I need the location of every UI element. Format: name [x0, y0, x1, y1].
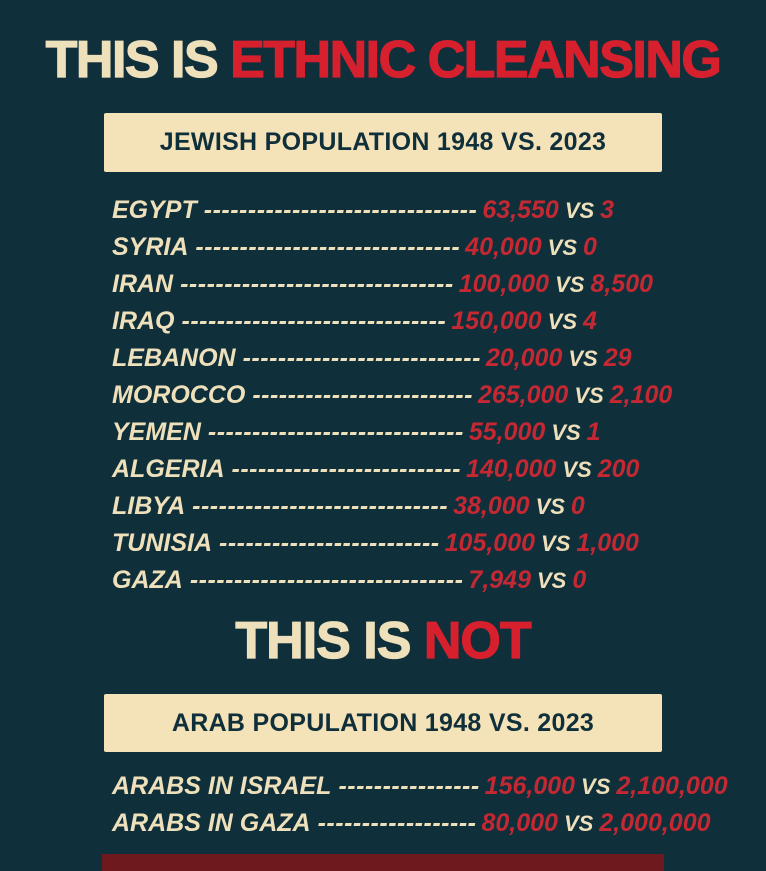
value-1948: 140,000: [465, 454, 557, 483]
value-2023: 2,100,000: [616, 772, 728, 801]
country-name: ARABS IN ISRAEL: [112, 772, 332, 801]
dash-leader: ------------------: [317, 809, 477, 838]
main-title: THIS IS ETHNIC CLEANSING: [0, 0, 766, 88]
country-name: YEMEN: [112, 417, 201, 446]
value-2023: 0: [572, 565, 587, 594]
country-name: ARABS IN GAZA: [112, 809, 311, 838]
value-2023: 0: [583, 232, 597, 261]
value-1948: 40,000: [465, 232, 542, 261]
value-2023: 4: [583, 306, 597, 335]
value-2023: 2,000,000: [599, 809, 711, 838]
country-name: TUNISIA: [112, 528, 212, 557]
middle-title: THIS IS NOT: [0, 611, 766, 670]
value-1948: 80,000: [481, 809, 558, 838]
vs-label: VS: [568, 345, 598, 371]
dash-leader: ----------------: [338, 772, 480, 801]
value-1948: 156,000: [484, 772, 576, 801]
table-row: GAZA ------------------------------- 7,949…: [112, 562, 662, 599]
country-name: LEBANON: [112, 343, 236, 372]
dash-leader: ---------------------------: [242, 343, 481, 372]
value-1948: 38,000: [453, 491, 530, 520]
vs-label: VS: [555, 271, 585, 297]
dash-leader: -------------------------------: [189, 565, 464, 594]
country-name: GAZA: [112, 565, 183, 594]
value-1948: 100,000: [458, 269, 550, 298]
country-name: SYRIA: [112, 232, 189, 261]
value-1948: 20,000: [485, 343, 563, 372]
value-2023: 3: [600, 195, 615, 224]
vs-label: VS: [551, 419, 581, 445]
vs-label: VS: [564, 197, 595, 223]
table-row: SYRIA ------------------------------ 40,00…: [112, 229, 662, 266]
country-name: ALGERIA: [112, 454, 225, 483]
table-row: LEBANON --------------------------- 20,000…: [112, 340, 662, 377]
vs-label: VS: [562, 456, 592, 482]
dash-leader: -------------------------------: [180, 269, 454, 298]
jewish-population-banner: JEWISH POPULATION 1948 VS. 2023: [104, 113, 662, 172]
table-row: LIBYA ----------------------------- 38,000…: [112, 488, 662, 525]
value-2023: 200: [597, 454, 640, 483]
vs-label: VS: [541, 530, 571, 556]
value-1948: 265,000: [477, 380, 569, 409]
value-2023: 1: [586, 417, 601, 446]
value-2023: 2,100: [609, 380, 673, 409]
vs-label: VS: [547, 234, 577, 260]
value-2023: 0: [570, 491, 585, 520]
dash-leader: -----------------------------: [207, 417, 464, 446]
country-name: IRAQ: [112, 306, 175, 335]
vs-label: VS: [547, 308, 577, 334]
table-row: IRAQ ------------------------------ 150,00…: [112, 303, 662, 340]
dash-leader: ------------------------------: [195, 232, 461, 261]
table-row: TUNISIA ------------------------- 105,000 V…: [112, 525, 662, 562]
table-row: EGYPT ------------------------------- 63,5…: [112, 192, 662, 229]
bottom-banner-strip: [102, 854, 664, 871]
vs-label: VS: [563, 811, 594, 837]
value-1948: 55,000: [468, 417, 546, 446]
value-2023: 1,000: [576, 528, 639, 557]
country-name: MOROCCO: [112, 380, 246, 409]
main-title-prefix: THIS IS: [45, 31, 219, 89]
country-name: EGYPT: [112, 195, 197, 224]
middle-title-highlight: NOT: [423, 611, 532, 670]
dash-leader: -------------------------------: [203, 195, 478, 224]
vs-label: VS: [574, 382, 604, 408]
table-row: IRAN ------------------------------- 100,0…: [112, 266, 662, 303]
vs-label: VS: [535, 493, 565, 519]
dash-leader: ------------------------------: [181, 306, 447, 335]
country-name: LIBYA: [112, 491, 186, 520]
value-1948: 150,000: [451, 306, 542, 335]
table-row: ALGERIA -------------------------- 140,000…: [112, 451, 662, 488]
vs-label: VS: [536, 567, 567, 593]
middle-title-prefix: THIS IS: [235, 611, 412, 670]
country-name: IRAN: [112, 269, 174, 298]
table-row: ARABS IN ISRAEL ---------------- 156,000 VS…: [112, 768, 728, 805]
table-row: ARABS IN GAZA ------------------ 80,000 VS 2…: [112, 805, 711, 842]
dash-leader: -------------------------: [252, 380, 473, 409]
value-1948: 63,550: [482, 195, 559, 224]
dash-leader: -----------------------------: [192, 491, 449, 520]
table-row: MOROCCO ------------------------- 265,000 V…: [112, 377, 672, 414]
table-row: YEMEN ----------------------------- 55,000…: [112, 414, 662, 451]
arab-population-list: ARABS IN ISRAEL ---------------- 156,000 VS…: [104, 768, 728, 842]
arab-population-banner: ARAB POPULATION 1948 VS. 2023: [104, 693, 662, 753]
value-1948: 7,949: [468, 565, 531, 594]
value-2023: 8,500: [590, 269, 653, 298]
value-1948: 105,000: [444, 528, 536, 557]
main-title-highlight: ETHNIC CLEANSING: [230, 31, 723, 89]
dash-leader: -------------------------: [219, 528, 440, 557]
jewish-population-list: EGYPT ------------------------------- 63,5…: [104, 192, 672, 599]
value-2023: 29: [603, 343, 632, 372]
dash-leader: --------------------------: [231, 454, 461, 483]
vs-label: VS: [581, 774, 611, 800]
